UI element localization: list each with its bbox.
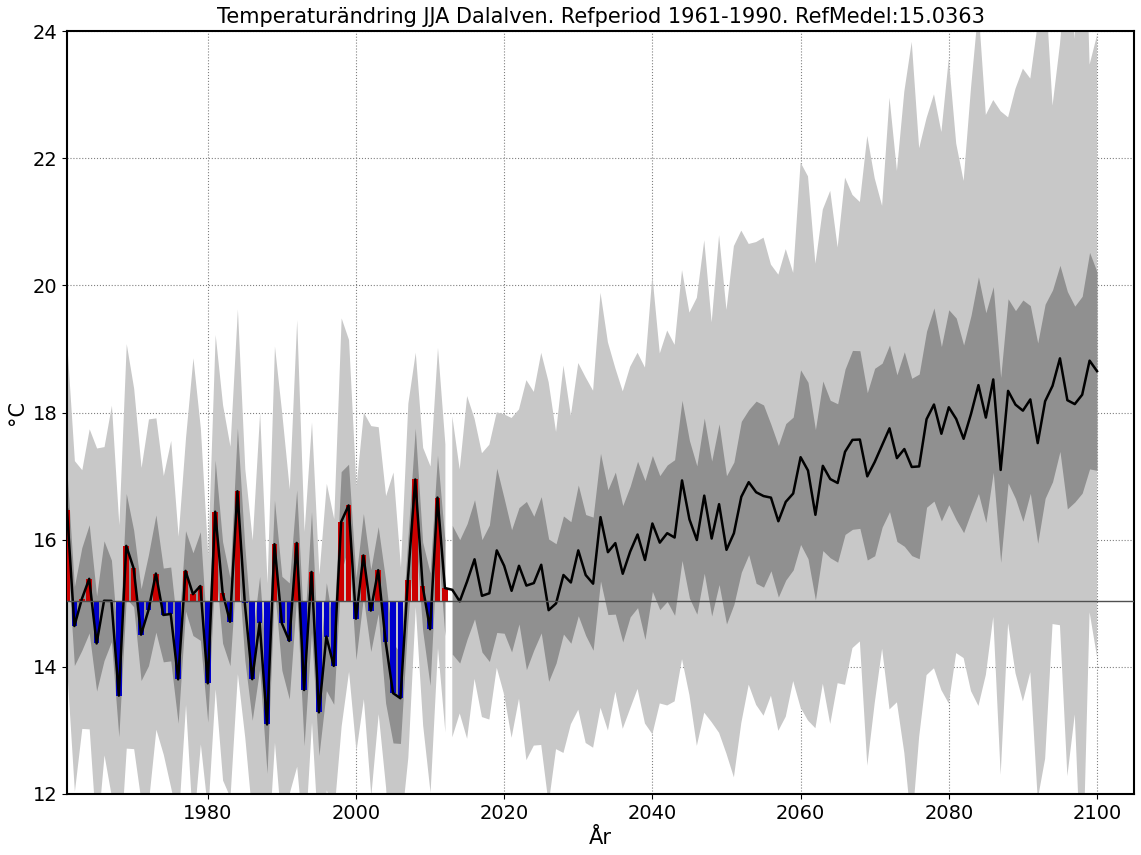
Bar [123,545,129,601]
Bar [316,601,322,712]
Bar [64,510,70,601]
Bar [420,587,426,601]
Bar [250,601,254,679]
Bar [138,601,144,634]
Bar [94,601,99,644]
Bar [375,570,381,601]
Bar [168,601,173,614]
Bar [146,601,152,610]
Bar [286,601,292,641]
Bar [116,601,122,696]
Bar [79,599,84,601]
Bar [153,574,159,601]
Bar [212,511,218,601]
Bar [205,601,211,683]
Bar [280,601,284,623]
Bar [272,544,277,601]
Bar [442,588,447,601]
Bar [383,601,388,641]
Bar [176,601,181,680]
Bar [301,601,307,690]
Bar [242,601,248,604]
Bar [324,601,329,637]
Title: Temperaturändring JJA Dalalven. Refperiod 1961-1990. RefMedel:15.0363: Temperaturändring JJA Dalalven. Refperio… [217,7,985,27]
Bar [405,581,411,601]
Bar [183,571,188,601]
Bar [390,601,396,693]
Bar [331,601,337,666]
Bar [309,572,314,601]
Bar [413,480,418,601]
Bar [339,522,343,601]
Bar [435,498,440,601]
Bar [87,579,92,601]
Bar [220,593,226,601]
Bar [235,492,241,601]
Bar [361,556,366,601]
Y-axis label: °C: °C [7,400,27,425]
Bar [346,505,351,601]
Bar [294,543,299,601]
X-axis label: År: År [589,828,612,848]
Bar [191,594,196,601]
Bar [72,601,78,626]
Bar [257,601,262,622]
Bar [161,601,167,615]
Bar [131,569,137,601]
Bar [197,586,203,601]
Bar [354,601,358,619]
Bar [427,601,432,629]
Bar [398,601,403,699]
Bar [369,601,373,610]
Bar [227,601,233,622]
Bar [265,601,269,724]
